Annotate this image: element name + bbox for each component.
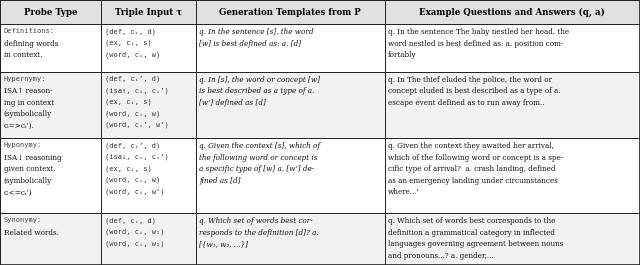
Text: and pronouns...? a. gender,...: and pronouns...? a. gender,... [388, 251, 494, 259]
Text: q. In The thief eluded the police, the word or: q. In The thief eluded the police, the w… [388, 76, 552, 83]
Text: (word, cᵢ, w): (word, cᵢ, w) [104, 177, 160, 183]
Text: (symbolically: (symbolically [3, 177, 52, 185]
Text: definition a grammatical category in inflected: definition a grammatical category in inf… [388, 228, 555, 237]
Text: Synonymy:: Synonymy: [3, 217, 42, 223]
Text: q. Which set of words best cor-: q. Which set of words best cor- [199, 217, 313, 225]
Bar [0, 24, 101, 72]
Text: ing in context: ing in context [3, 99, 54, 107]
Text: ISA↑ reason-: ISA↑ reason- [3, 87, 52, 95]
Text: ISA↓ reasoning: ISA↓ reasoning [3, 154, 61, 162]
Text: q. In [s], the word or concept [w]: q. In [s], the word or concept [w] [199, 76, 321, 83]
Bar [385, 24, 640, 72]
Bar [196, 24, 385, 72]
Bar [196, 0, 385, 24]
Text: (ex, cᵢ, s): (ex, cᵢ, s) [104, 40, 152, 46]
Bar [0, 72, 101, 138]
Text: given context.: given context. [3, 165, 55, 173]
Text: (def, cᵢ, d): (def, cᵢ, d) [104, 28, 156, 35]
Text: cific type of arrival?  a. crash landing, defined: cific type of arrival? a. crash landing,… [388, 165, 556, 173]
Bar [196, 72, 385, 138]
Text: q. Given the context they awaited her arrival,: q. Given the context they awaited her ar… [388, 142, 554, 150]
Text: as an emergency landing under circumstances: as an emergency landing under circumstan… [388, 177, 558, 185]
Bar [385, 213, 640, 265]
Text: (word, cᵢ, w): (word, cᵢ, w) [104, 51, 160, 58]
Text: (word, cᵢ, w₂): (word, cᵢ, w₂) [104, 240, 164, 246]
Text: (def, cᵢ’, d): (def, cᵢ’, d) [104, 76, 160, 82]
Bar [385, 138, 640, 213]
Text: escape event defined as to run away from..: escape event defined as to run away from… [388, 99, 545, 107]
Text: concept eluded is best described as a type of a.: concept eluded is best described as a ty… [388, 87, 561, 95]
Bar [101, 72, 196, 138]
Text: q. Which set of words best corresponds to the: q. Which set of words best corresponds t… [388, 217, 556, 225]
Text: cᵢ=>cᵢ’).: cᵢ=>cᵢ’). [3, 122, 35, 130]
Bar [385, 0, 640, 24]
Text: Triple Input τ: Triple Input τ [115, 8, 182, 17]
Text: (word, cᵢ, w’): (word, cᵢ, w’) [104, 188, 164, 195]
Text: [w’] defined as [d]: [w’] defined as [d] [199, 99, 266, 107]
Text: (isa↓, cᵢ, cᵢ’): (isa↓, cᵢ, cᵢ’) [104, 154, 168, 160]
Text: Hypernymy:: Hypernymy: [3, 76, 46, 82]
Bar [196, 138, 385, 213]
Text: (isa↑, cᵢ, cᵢ’): (isa↑, cᵢ, cᵢ’) [104, 87, 168, 94]
Text: responds to the definition [d]? a.: responds to the definition [d]? a. [199, 228, 319, 237]
Bar [0, 213, 101, 265]
Text: in context.: in context. [3, 51, 42, 59]
Text: the following word or concept is: the following word or concept is [199, 154, 318, 162]
Text: Generation Templates from Ρ: Generation Templates from Ρ [220, 8, 361, 17]
Text: Definitions:: Definitions: [3, 28, 54, 34]
Text: which of the following word or concept is a spe-: which of the following word or concept i… [388, 154, 563, 162]
Text: fortably: fortably [388, 51, 417, 59]
Text: Hyponymy:: Hyponymy: [3, 142, 42, 148]
Text: Probe Type: Probe Type [24, 8, 77, 17]
Bar [101, 0, 196, 24]
Text: (word, cᵢ, w): (word, cᵢ, w) [104, 110, 160, 117]
Text: Related words.: Related words. [3, 228, 58, 237]
Text: [w] is best defined as: a. [d]: [w] is best defined as: a. [d] [199, 40, 301, 48]
Text: q. Given the context [s], which of: q. Given the context [s], which of [199, 142, 321, 150]
Text: word nestled is best defined as: a. position com-: word nestled is best defined as: a. posi… [388, 40, 563, 48]
Bar [101, 138, 196, 213]
Text: [{w₁, w₂, ...}]: [{w₁, w₂, ...}] [199, 240, 248, 248]
Text: (ex, cᵢ, s): (ex, cᵢ, s) [104, 165, 152, 172]
Text: fined as [d]: fined as [d] [199, 177, 241, 185]
Text: q. In the sentence [s], the word: q. In the sentence [s], the word [199, 28, 314, 36]
Text: Example Questions and Answers (q, a): Example Questions and Answers (q, a) [419, 8, 605, 17]
Text: (ex, cᵢ, s): (ex, cᵢ, s) [104, 99, 152, 105]
Text: defining words: defining words [3, 40, 58, 48]
Text: (word, cᵢ’, w’): (word, cᵢ’, w’) [104, 122, 168, 128]
Text: (def, cᵢ, d): (def, cᵢ, d) [104, 217, 156, 224]
Text: (word, cᵢ, w₁): (word, cᵢ, w₁) [104, 228, 164, 235]
Bar [0, 0, 101, 24]
Text: (def, cᵢ’, d): (def, cᵢ’, d) [104, 142, 160, 149]
Text: a specific type of [w] a. [w’] de-: a specific type of [w] a. [w’] de- [199, 165, 315, 173]
Bar [385, 72, 640, 138]
Text: cᵢ<=cᵢ’): cᵢ<=cᵢ’) [3, 188, 32, 196]
Text: languages governing agreement between nouns: languages governing agreement between no… [388, 240, 563, 248]
Text: where...': where...' [388, 188, 420, 196]
Text: is best described as a type of a.: is best described as a type of a. [199, 87, 315, 95]
Bar [0, 138, 101, 213]
Bar [196, 213, 385, 265]
Bar [101, 213, 196, 265]
Bar [101, 24, 196, 72]
Text: q. In the sentence The baby nestled her head, the: q. In the sentence The baby nestled her … [388, 28, 569, 36]
Text: (symbolically: (symbolically [3, 110, 52, 118]
